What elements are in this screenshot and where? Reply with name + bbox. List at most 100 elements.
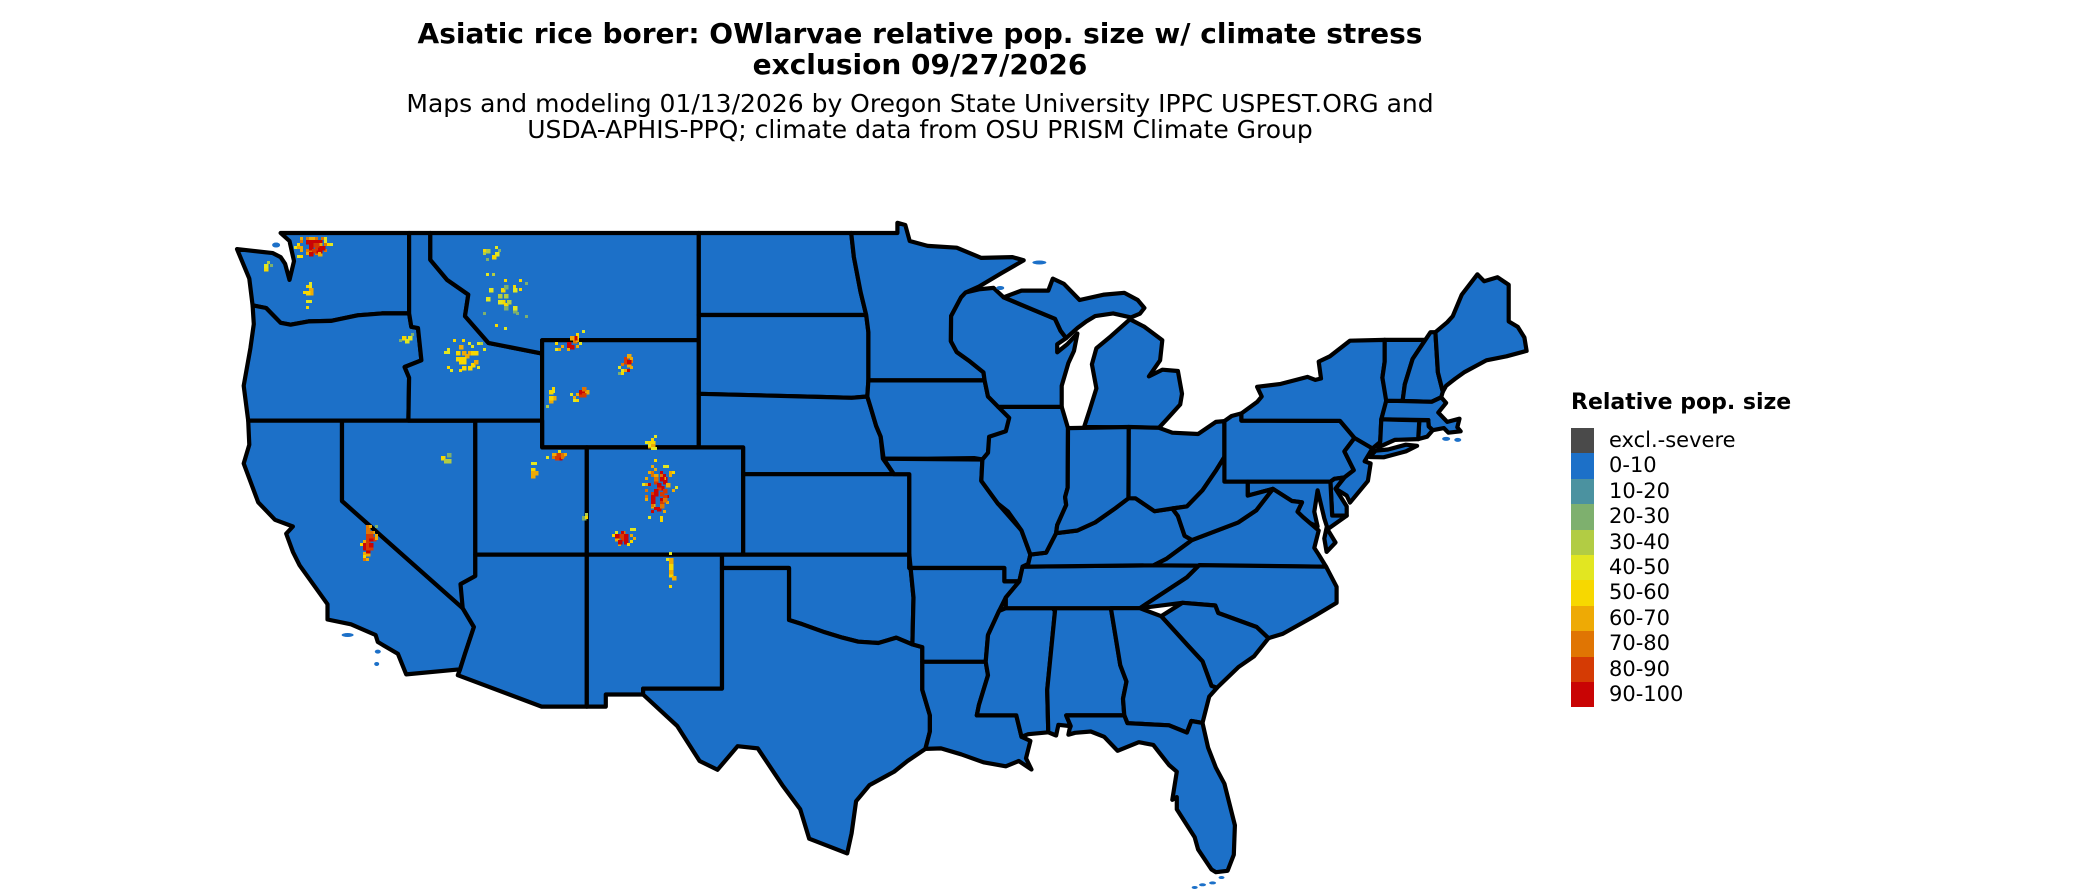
hotspot-cell (660, 471, 663, 474)
hotspot-cell (645, 489, 648, 492)
hotspot-cell (504, 327, 507, 330)
hotspot-cell (519, 279, 522, 282)
hotspot-cell (657, 507, 662, 512)
hotspot-cell (531, 462, 534, 465)
hotspot-cell (369, 546, 374, 551)
legend-swatch (1571, 529, 1594, 555)
state-shape-wv (1170, 454, 1276, 543)
legend-swatch (1571, 656, 1594, 682)
hotspot-cell (618, 534, 623, 539)
hotspot-cell (504, 303, 509, 308)
hotspot-cell (651, 510, 654, 513)
hotspot-cell (498, 249, 501, 252)
hotspot-cell (483, 312, 486, 315)
hotspot-cell (672, 471, 675, 474)
legend-item: 30-40 (1571, 529, 1791, 555)
hotspot-cell (660, 498, 665, 503)
hotspot-cell (645, 441, 648, 444)
hotspot-cell (660, 474, 663, 477)
hotspot-cell (447, 351, 450, 354)
legend-label: 20-30 (1609, 504, 1671, 529)
hotspot-cell (327, 243, 330, 246)
hotspot-cell (645, 483, 648, 486)
hotspot-cell (660, 516, 663, 519)
hotspot-cell (318, 246, 323, 251)
hotspot-cell (549, 399, 554, 404)
legend-label: 30-40 (1609, 529, 1671, 554)
hotspot-cell (621, 372, 624, 375)
legend-item: excl.-severe (1571, 428, 1791, 454)
figure-subtitle: Maps and modeling 01/13/2026 by Oregon S… (0, 91, 1840, 143)
figure-subtitle-line2: USDA-APHIS-PPQ; climate data from OSU PR… (527, 115, 1313, 144)
hotspot-cell (651, 438, 654, 441)
hotspot-cell (312, 249, 317, 254)
hotspot-cell (459, 360, 464, 365)
hotspot-cell (531, 471, 536, 476)
hotspot-cell (651, 504, 654, 507)
hotspot-cell (459, 357, 464, 362)
hotspot-cell (309, 291, 314, 296)
hotspot-cell (669, 585, 672, 588)
hotspot-cell (669, 561, 674, 566)
hotspot-cell (366, 540, 371, 545)
legend-label: 0-10 (1609, 453, 1657, 478)
hotspot-cell (558, 456, 563, 461)
hotspot-cell (363, 540, 368, 545)
legend-label: 90-100 (1609, 681, 1684, 706)
hotspot-cell (366, 525, 369, 528)
hotspot-cell (654, 468, 657, 471)
hotspot-cell (312, 237, 315, 240)
hotspot-cell (555, 456, 560, 461)
hotspot-cell (621, 369, 624, 372)
hotspot-cell (618, 540, 623, 545)
hotspot-cell (657, 486, 662, 491)
state-shape-nj (1333, 435, 1375, 505)
legend-item: 0-10 (1571, 453, 1791, 479)
hotspot-cell (477, 366, 480, 369)
hotspot-cell (504, 294, 509, 299)
legend-label: 80-90 (1609, 656, 1671, 681)
hotspot-cell (618, 372, 621, 375)
hotspot-cell (585, 513, 588, 516)
hotspot-cell (666, 465, 669, 468)
legend-label: excl.-severe (1609, 428, 1736, 452)
legend-item: 50-60 (1571, 580, 1791, 606)
hotspot-cell (651, 447, 654, 450)
hotspot-cell (321, 237, 324, 240)
hotspot-cell (399, 339, 402, 342)
hotspot-cell (303, 291, 306, 294)
hotspot-cell (309, 246, 314, 251)
state-shape-fl (1064, 713, 1238, 875)
hotspot-cell (315, 249, 320, 254)
hotspot-cell (483, 348, 486, 351)
hotspot-cell (459, 345, 464, 350)
state-shape-wy (539, 338, 701, 450)
legend-item: 80-90 (1571, 656, 1791, 682)
hotspot-cell (306, 237, 309, 240)
hotspot-cell (375, 537, 378, 540)
hotspot-cell (579, 393, 584, 398)
legend-swatch (1571, 681, 1594, 708)
hotspot-cell (318, 243, 323, 248)
hotspot-cell (369, 525, 372, 528)
hotspot-cell (648, 441, 653, 446)
hotspot-cell (318, 240, 323, 245)
legend-label: 70-80 (1609, 631, 1671, 656)
hotspot-cell (642, 483, 645, 486)
island (1032, 260, 1047, 265)
hotspot-cell (486, 249, 491, 254)
hotspot-cell (315, 243, 320, 248)
hotspot-cell (375, 525, 378, 528)
hotspot-cell (651, 444, 656, 449)
hotspot-cell (513, 306, 518, 311)
hotspot-cell (561, 453, 566, 458)
hotspot-cell (462, 351, 467, 356)
hotspot-cell (462, 357, 467, 362)
legend-item: 60-70 (1571, 605, 1791, 632)
hotspot-cell (306, 306, 309, 309)
hotspot-cell (369, 537, 374, 542)
hotspot-cell (477, 342, 480, 345)
hotspot-cell (621, 537, 626, 542)
hotspot-cell (660, 501, 665, 506)
